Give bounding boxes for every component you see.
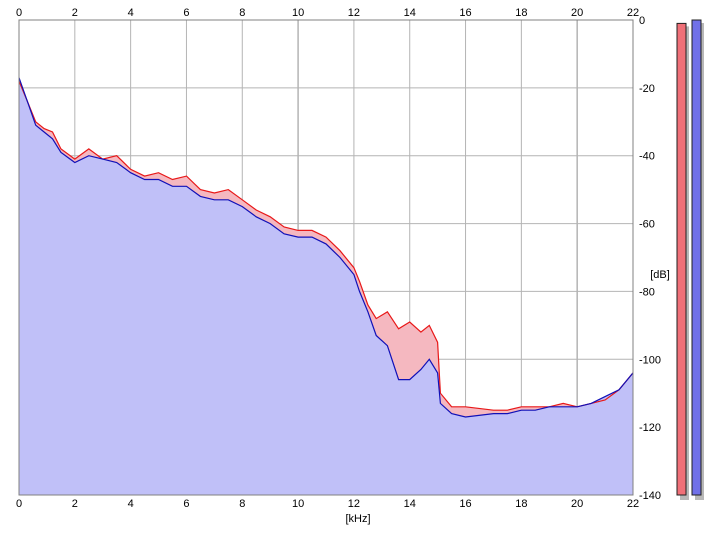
x-tick-label-top: 18	[515, 7, 527, 19]
x-tick-label-top: 4	[128, 7, 134, 19]
x-tick-label-bottom: 20	[571, 498, 583, 510]
spectrum-line-left	[18, 80, 634, 411]
x-tick-label-bottom: 14	[404, 498, 416, 510]
y-tick-label: 0	[639, 15, 645, 27]
x-tick-label-top: 10	[292, 7, 304, 19]
x-tick-label-bottom: 10	[292, 498, 304, 510]
y-tick-label: -80	[639, 286, 655, 298]
spectrum-fill-right	[19, 77, 633, 495]
x-tick-label-bottom: 18	[515, 498, 527, 510]
x-tick-label-bottom: 2	[72, 498, 78, 510]
level-meters	[676, 19, 704, 501]
x-tick-label-top: 14	[404, 7, 416, 19]
x-tick-label-bottom: 16	[459, 498, 471, 510]
x-tick-label-bottom: 22	[627, 498, 639, 510]
plot-frame	[18, 19, 634, 496]
y-tick-label: -120	[639, 422, 661, 434]
y-tick-label: -140	[639, 490, 661, 502]
y-tick-label: -40	[639, 151, 655, 163]
y-tick-label: -100	[639, 354, 661, 366]
level-meter-left	[676, 22, 687, 496]
x-tick-label-bottom: 8	[239, 498, 245, 510]
y-axis-ticks: 0 -20 -40 -60 -80 -100 -120 -140	[639, 15, 661, 502]
x-tick-label-bottom: 0	[16, 498, 22, 510]
x-axis-label: [kHz]	[345, 513, 370, 525]
x-tick-label-bottom: 6	[183, 498, 189, 510]
spectrum-fills	[19, 77, 633, 495]
spectrum-line-right	[18, 77, 634, 418]
x-tick-label-top: 8	[239, 7, 245, 19]
x-tick-label-top: 20	[571, 7, 583, 19]
x-tick-label-top: 2	[72, 7, 78, 19]
spectrum-lines	[18, 77, 634, 418]
y-axis-label: [dB]	[650, 269, 670, 281]
x-tick-label-top: 12	[348, 7, 360, 19]
level-meter-right	[691, 19, 702, 496]
x-tick-label-top: 6	[183, 7, 189, 19]
x-tick-label-top: 22	[627, 7, 639, 19]
y-tick-label: -60	[639, 219, 655, 231]
x-tick-label-bottom: 4	[128, 498, 134, 510]
x-tick-label-top: 0	[16, 7, 22, 19]
x-tick-label-top: 16	[459, 7, 471, 19]
x-tick-label-bottom: 12	[348, 498, 360, 510]
y-tick-label: -20	[639, 83, 655, 95]
